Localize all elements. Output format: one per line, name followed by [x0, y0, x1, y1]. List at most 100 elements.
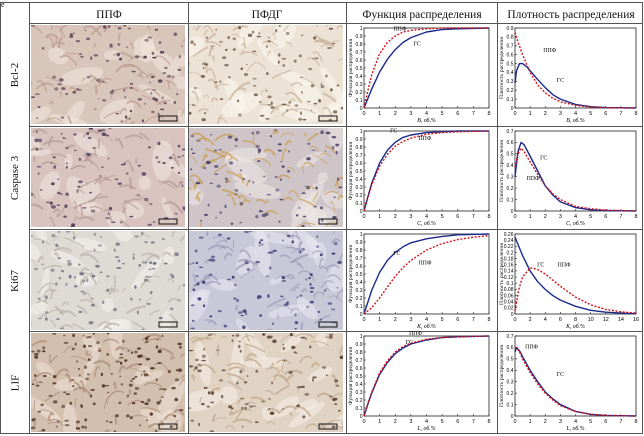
- x-tick-label: 7: [619, 214, 622, 220]
- y-tick-label: 0.4: [507, 368, 514, 374]
- y-tick-label: 0.7: [507, 129, 514, 135]
- lif-cdf-svg: 0 1 2 3 4 5 6 7 8 0 0.1 0.2 0.3 0.4 0.5 0.6 0.7 0.8 0.9 1 Фу…: [348, 331, 491, 432]
- plot-area-frame: [514, 233, 637, 315]
- curve-label-gs: ГС: [540, 156, 547, 162]
- y-axis-label: Функция распределения: [348, 347, 354, 405]
- header-distribution-density: Плотность распределения: [507, 9, 635, 21]
- y-tick-label: 0.6: [356, 264, 363, 270]
- curve-label-gs: ГС: [537, 262, 544, 268]
- series-line-ppf: [514, 32, 637, 109]
- curve-label-ppf: ППФ: [418, 260, 431, 266]
- x-tick-label: 12: [603, 317, 609, 323]
- casp3-cdf-chart: 0 1 2 3 4 5 6 7 8 0 0.1 0.2 0.3 0.4 0.5 0.6 0.7 0.8 0.9 1 Фу…: [347, 127, 495, 227]
- x-tick-label: 7: [619, 111, 622, 117]
- y-tick-label: 0.18: [504, 256, 514, 262]
- x-tick-label: 8: [487, 111, 490, 117]
- y-tick-label: 0.2: [356, 90, 363, 96]
- x-tick-label: 6: [456, 214, 459, 220]
- plot-area-frame: [363, 233, 490, 315]
- x-tick-label: 4: [574, 419, 577, 425]
- x-tick-label: 8: [634, 214, 637, 220]
- x-tick-label: 4: [425, 214, 428, 220]
- casp3-pdf-chart: 0 1 2 3 4 5 6 7 8 0 0.1 0.2 0.3 0.4 0.5 0.6 0.7 Плотность…: [498, 127, 642, 227]
- x-axis-label: C, об.%: [417, 220, 436, 227]
- y-tick-label: 0.9: [356, 342, 363, 348]
- y-tick-label: 0.6: [507, 140, 514, 146]
- y-tick-label: 0.06: [504, 293, 514, 299]
- series-line-ppf: [514, 147, 637, 212]
- x-tick-label: 0: [362, 111, 365, 117]
- y-tick-label: 0.1: [356, 98, 363, 104]
- x-tick-label: 6: [604, 419, 607, 425]
- y-tick-label: 1: [360, 26, 363, 32]
- y-tick-label: 0.5: [356, 374, 363, 380]
- x-tick-label: 1: [378, 317, 381, 323]
- x-axis-label: K, об.%: [416, 323, 436, 330]
- y-tick-label: 0.12: [504, 275, 514, 281]
- y-tick-label: 0.4: [356, 280, 363, 286]
- x-tick-label: 5: [441, 317, 444, 323]
- plot-area-frame: [363, 130, 490, 212]
- y-tick-label: 0.2: [507, 391, 514, 397]
- x-tick-label: 7: [472, 111, 475, 117]
- y-tick-label: 0.6: [356, 58, 363, 64]
- y-tick-label: 0.5: [356, 169, 363, 175]
- lif-pdf-chart: 0 1 2 3 4 5 6 7 8 0 0.1 0.2 0.3 0.4 0.5 0.6 0.7 Плотность…: [498, 332, 642, 432]
- x-tick-label: 7: [472, 317, 475, 323]
- y-tick-label: 0.6: [356, 366, 363, 372]
- y-tick-label: 0: [360, 106, 363, 112]
- x-tick-label: 2: [544, 419, 547, 425]
- x-tick-label: 5: [441, 419, 444, 425]
- row-marker-name: Ki67: [9, 270, 21, 292]
- series-line-gs: [514, 346, 637, 417]
- column-separator: [29, 2, 30, 434]
- x-tick-label: 5: [441, 214, 444, 220]
- header-distribution-function: Функция распределения: [362, 9, 482, 21]
- y-tick-label: 0.6: [356, 161, 363, 167]
- y-tick-label: 0.2: [356, 296, 363, 302]
- y-tick-label: 0.1: [507, 197, 514, 203]
- column-separator: [497, 2, 498, 434]
- y-tick-label: 1: [360, 129, 363, 135]
- row-marker-name: LIF: [9, 374, 21, 392]
- x-tick-label: 1: [529, 419, 532, 425]
- x-tick-label: 5: [589, 419, 592, 425]
- micrograph-ppf-3: [31, 333, 185, 432]
- x-axis-label: C, об.%: [566, 220, 585, 227]
- y-tick-label: 0: [511, 312, 514, 318]
- y-tick-label: 0.26: [504, 232, 514, 238]
- y-tick-label: 0.8: [356, 42, 363, 48]
- series-line-gs: [514, 62, 637, 109]
- y-tick-label: 0: [360, 312, 363, 318]
- y-tick-label: 0.9: [356, 34, 363, 40]
- x-axis-label: L, об.%: [416, 425, 435, 432]
- y-tick-label: 1: [360, 232, 363, 238]
- x-tick-label: 8: [634, 419, 637, 425]
- y-tick-label: 0: [360, 414, 363, 420]
- y-tick-label: 0.24: [504, 238, 514, 244]
- y-tick-label: 0.5: [507, 152, 514, 158]
- curve-label-gs: ГС: [414, 42, 421, 48]
- x-tick-label: 1: [378, 419, 381, 425]
- x-tick-label: 0: [362, 419, 365, 425]
- x-tick-label: 7: [472, 214, 475, 220]
- x-tick-label: 2: [394, 317, 397, 323]
- micrograph-pfdg-1: [189, 128, 343, 227]
- y-tick-label: 0.08: [504, 287, 514, 293]
- x-tick-label: 6: [604, 214, 607, 220]
- row-label-0: Bcl-2: [2, 24, 28, 126]
- y-tick-label: 0.2: [356, 398, 363, 404]
- micrograph-ppf-0: [31, 25, 185, 124]
- y-tick-label: 0.04: [504, 299, 514, 305]
- y-tick-label: 0.4: [507, 163, 514, 169]
- y-tick-label: 0: [360, 209, 363, 215]
- x-tick-label: 8: [634, 111, 637, 117]
- x-tick-label: 0: [362, 214, 365, 220]
- y-tick-label: 0.1: [356, 304, 363, 310]
- x-tick-label: 3: [409, 111, 412, 117]
- x-tick-label: 4: [425, 111, 428, 117]
- y-tick-label: 0.1: [356, 201, 363, 207]
- y-tick-label: 0.3: [507, 380, 514, 386]
- x-tick-label: 0: [362, 317, 365, 323]
- y-tick-label: 0.3: [507, 175, 514, 181]
